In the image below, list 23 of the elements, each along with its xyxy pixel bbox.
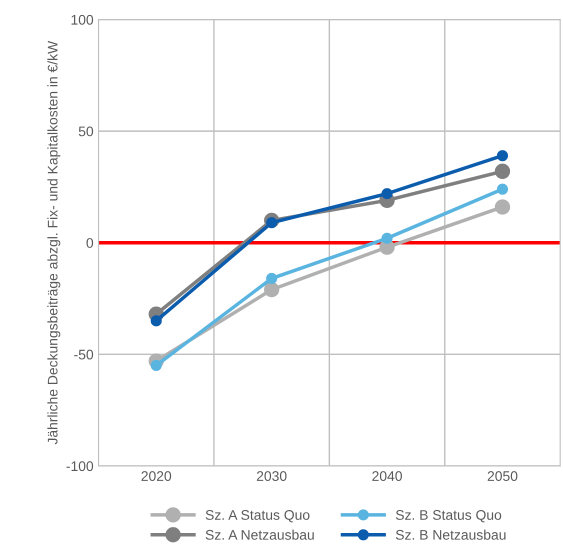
x-tick-label: 2020 (141, 471, 172, 481)
x-tick-label: 2030 (256, 471, 287, 481)
point (382, 188, 393, 200)
y-tick-label: 50 (78, 126, 94, 136)
x-tick-label: 2050 (488, 471, 518, 481)
legend-label: Sz. A Status Quo (206, 510, 310, 522)
legend-label: Sz. B Netzausbau (396, 530, 506, 540)
legend-label: Sz. B Status Quo (396, 510, 502, 522)
legend-label: Sz. A Netzausbau (206, 530, 314, 540)
point (150, 315, 162, 326)
x-tick-label: 2040 (372, 471, 402, 481)
point (496, 150, 508, 162)
y-tick-label: 100 (72, 14, 94, 25)
point (494, 164, 510, 179)
y-tick-label: -50 (74, 350, 94, 360)
point (382, 232, 393, 244)
point (266, 272, 278, 284)
point (264, 282, 280, 298)
y-axis-title: Jährliche Deckungsbeiträge abzgl. Fix- und Kapitalkosten in €/kW (47, 40, 60, 444)
point (496, 184, 508, 195)
point (494, 199, 510, 215)
y-tick-label: -100 (66, 461, 94, 472)
y-tick-label: 0 (86, 238, 94, 248)
